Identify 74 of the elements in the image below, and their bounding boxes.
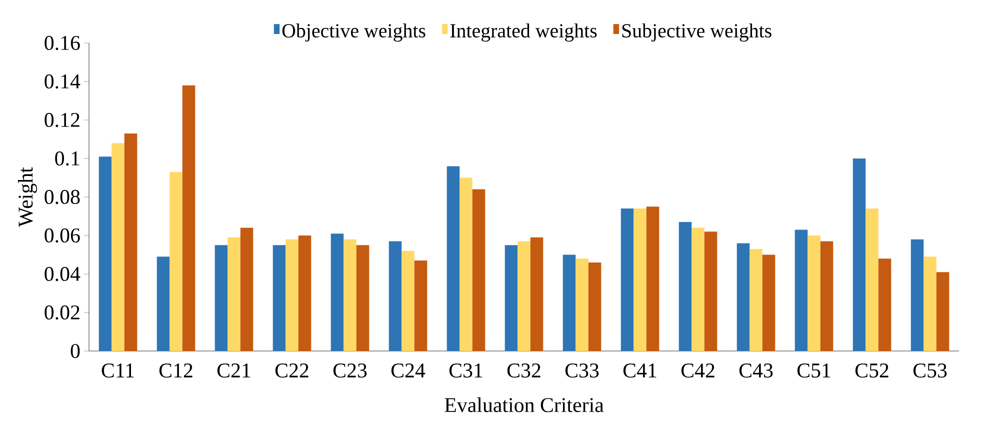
x-tick-label: C23 [333, 364, 367, 378]
y-tick-label: 0.16 [44, 36, 80, 50]
bar [98, 156, 112, 351]
y-tick-label: 0.02 [44, 305, 80, 320]
bar [808, 236, 820, 351]
x-tick-label: C42 [681, 364, 714, 378]
bar [344, 239, 356, 351]
bar [228, 237, 240, 351]
bar [414, 260, 428, 351]
bar [446, 166, 460, 351]
bar [866, 208, 878, 351]
y-tick-label: 0.08 [44, 190, 80, 204]
bar [646, 206, 660, 351]
x-tick-label: C21 [217, 364, 250, 378]
bar [356, 245, 370, 351]
bar [112, 143, 124, 351]
bar [762, 254, 776, 351]
bar [240, 228, 254, 351]
bar [460, 178, 472, 351]
bar [388, 241, 402, 351]
y-tick-label: 0.1 [55, 151, 80, 166]
bar [402, 250, 414, 351]
y-tick-label: 0 [70, 344, 80, 358]
y-tick-label: 0.14 [44, 74, 80, 89]
bar [518, 241, 530, 351]
y-tick-label: 0.06 [44, 228, 80, 243]
y-tick-label: 0.04 [44, 266, 80, 282]
x-tick-label: C43 [739, 364, 773, 378]
bar [124, 133, 138, 351]
bar [704, 232, 718, 351]
legend-label: Integrated weights [450, 23, 597, 42]
x-tick-label: C32 [507, 364, 540, 378]
x-tick-label: C33 [565, 364, 599, 378]
x-tick-label: C22 [275, 364, 308, 378]
bar [910, 239, 924, 351]
bar [472, 189, 486, 351]
bar [588, 262, 602, 351]
x-axis-title: Evaluation Criteria [444, 397, 604, 412]
bar [272, 245, 286, 351]
bar [576, 258, 588, 351]
bar [692, 228, 704, 351]
bar [156, 256, 170, 351]
bar [820, 241, 834, 351]
bar [924, 256, 936, 351]
x-tick-label: C51 [797, 364, 830, 378]
x-tick-label: C12 [159, 364, 192, 378]
x-tick-label: C52 [855, 364, 888, 378]
bar [936, 272, 950, 351]
bar [286, 239, 298, 351]
y-axis-title: Weight [18, 167, 38, 227]
bar [736, 243, 750, 351]
bar [330, 234, 344, 351]
bar [170, 172, 182, 351]
bar [298, 236, 312, 351]
bar [530, 237, 544, 351]
bar [214, 245, 228, 351]
bar [504, 245, 518, 351]
bar [794, 230, 808, 351]
bar [852, 158, 866, 351]
bar [634, 208, 646, 351]
legend-label: Subjective weights [622, 23, 772, 42]
bar [562, 254, 576, 351]
bar [182, 85, 196, 351]
x-tick-label: C53 [913, 364, 947, 378]
x-tick-label: C41 [623, 364, 656, 378]
bar [878, 258, 892, 351]
x-tick-label: C31 [449, 364, 482, 378]
bar [750, 248, 762, 351]
legend-label: Objective weights [282, 23, 426, 42]
bar [620, 208, 634, 351]
y-tick-label: 0.12 [44, 112, 80, 128]
bar [678, 222, 692, 351]
x-tick-label: C11 [102, 364, 134, 378]
x-tick-label: C24 [391, 364, 426, 378]
